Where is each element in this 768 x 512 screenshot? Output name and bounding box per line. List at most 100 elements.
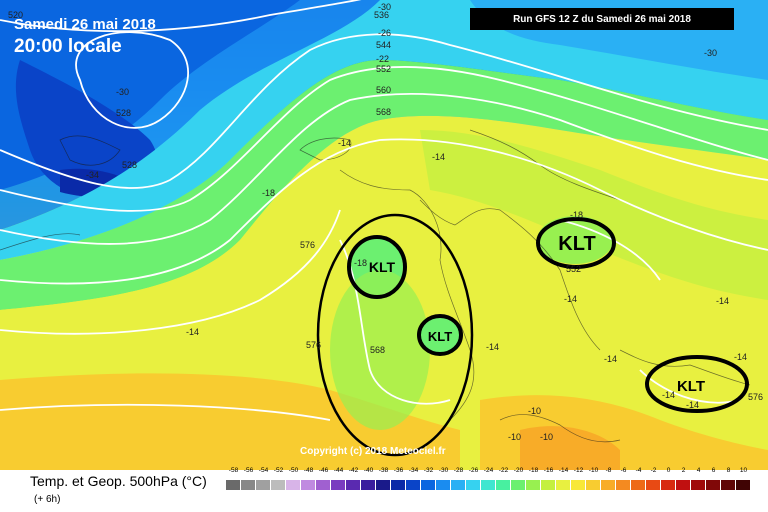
legend-value: -34 — [408, 467, 419, 474]
cool-band — [0, 0, 768, 260]
legend-value: -2 — [650, 467, 657, 474]
temp-label: -10 — [528, 406, 541, 416]
geo-label: 576 — [306, 340, 321, 350]
temp-label: -14 — [564, 294, 577, 304]
klt-label-2: KLT — [428, 329, 452, 344]
legend-value: -58 — [228, 467, 239, 474]
legend-value: -30 — [438, 467, 449, 474]
geo-label: 528 — [116, 108, 131, 118]
klt-circle-2 — [417, 314, 463, 356]
klt-circle-3 — [536, 217, 616, 269]
legend-swatch — [616, 480, 631, 490]
legend-swatch — [631, 480, 646, 490]
temp-label: -18 — [354, 258, 367, 268]
temp-label: -18 — [570, 210, 583, 220]
legend-value: -54 — [258, 467, 269, 474]
legend-swatch — [451, 480, 466, 490]
geo-label: 544 — [376, 40, 391, 50]
temp-label: -10 — [508, 432, 521, 442]
legend-swatch — [271, 480, 286, 490]
legend-swatch — [346, 480, 361, 490]
coastlines — [0, 129, 751, 443]
legend-value: -28 — [453, 467, 464, 474]
legend-swatch — [391, 480, 406, 490]
legend-swatch — [361, 480, 376, 490]
legend-swatch — [541, 480, 556, 490]
copyright-notice: Copyright (c) 2018 Meteociel.fr — [300, 446, 446, 457]
cold-low-greenland — [15, 60, 158, 200]
chart-parameter-title: Temp. et Geop. 500hPa (°C) — [30, 473, 207, 489]
legend-value: -6 — [620, 467, 627, 474]
forecast-local-time: 20:00 locale — [14, 36, 122, 57]
temp-label: -34 — [86, 170, 99, 180]
legend-value: -40 — [363, 467, 374, 474]
legend-value: 0 — [666, 467, 671, 474]
klt-markers — [347, 217, 749, 413]
mild-band — [0, 60, 768, 310]
geo-label: 552 — [566, 264, 581, 274]
color-scale-legend — [226, 480, 751, 490]
geo-label: 560 — [376, 85, 391, 95]
legend-swatch — [376, 480, 391, 490]
legend-swatch — [241, 480, 256, 490]
temp-label: -14 — [716, 296, 729, 306]
legend-swatch — [661, 480, 676, 490]
temp-label: -14 — [662, 390, 675, 400]
legend-value: -16 — [543, 467, 554, 474]
geo-label: 568 — [376, 107, 391, 117]
temp-label: -14 — [338, 138, 351, 148]
geo-label: 520 — [8, 10, 23, 20]
legend-swatch — [256, 480, 271, 490]
temp-label: -14 — [486, 342, 499, 352]
legend-value: -50 — [288, 467, 299, 474]
geopotential-isolines — [0, 0, 768, 420]
legend-swatch — [556, 480, 571, 490]
temp-label: -30 — [116, 87, 129, 97]
legend-value: -36 — [393, 467, 404, 474]
legend-swatch — [736, 480, 751, 490]
klt-label-4: KLT — [677, 378, 705, 395]
legend-swatch — [436, 480, 451, 490]
temp-label: -18 — [262, 188, 275, 198]
geo-label: 568 — [370, 345, 385, 355]
legend-value: -12 — [573, 467, 584, 474]
legend-value: -52 — [273, 467, 284, 474]
klt-label-1: KLT — [369, 259, 396, 275]
temperature-labels: -30 -26 -22 -30 -34 -30 -18 -14 -14 -14 … — [86, 2, 747, 442]
model-run-label: Run GFS 12 Z du Samedi 26 mai 2018 — [470, 8, 734, 30]
legend-value: -14 — [558, 467, 569, 474]
temp-label: -30 — [378, 2, 391, 12]
klt-label-3: KLT — [558, 233, 595, 255]
legend-value: -42 — [348, 467, 359, 474]
temp-label: -26 — [378, 28, 391, 38]
legend-value: -24 — [483, 467, 494, 474]
cold-pool-iberia-east — [420, 317, 460, 353]
trough-outline — [316, 213, 474, 457]
temp-label: -14 — [186, 327, 199, 337]
cold-trough-atlantic — [330, 270, 430, 430]
legend-swatch — [331, 480, 346, 490]
legend-swatch — [286, 480, 301, 490]
geopotential-labels: 520 528 528 536 544 552 560 568 576 576 … — [8, 10, 763, 402]
geo-label: 576 — [748, 392, 763, 402]
temp-label: -10 — [540, 432, 553, 442]
legend-swatch — [511, 480, 526, 490]
forecast-date: Samedi 26 mai 2018 — [14, 16, 156, 33]
legend-swatch — [706, 480, 721, 490]
legend-swatch — [601, 480, 616, 490]
legend-value: -44 — [333, 467, 344, 474]
map-canvas: KLT KLT KLT KLT 520 528 528 536 544 552 … — [0, 0, 768, 470]
footer-bar — [0, 470, 768, 512]
legend-value: -10 — [588, 467, 599, 474]
legend-swatch — [526, 480, 541, 490]
geo-label: 528 — [122, 160, 137, 170]
cold-pool-central-europe — [537, 216, 613, 264]
legend-swatch — [586, 480, 601, 490]
legend-value: -4 — [635, 467, 642, 474]
temp-label: -30 — [704, 48, 717, 58]
klt-circle-1 — [347, 235, 407, 299]
legend-value: -38 — [378, 467, 389, 474]
hot-spot-region — [520, 426, 620, 470]
klt-circle-4 — [645, 355, 749, 413]
